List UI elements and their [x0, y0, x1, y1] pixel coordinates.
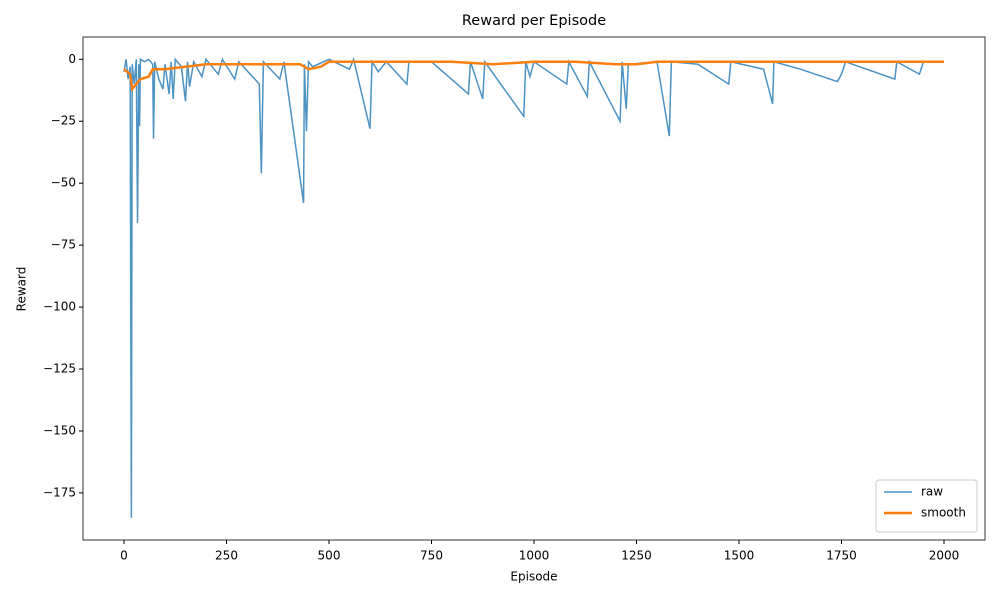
y-tick-label: −50	[51, 176, 76, 190]
plot-frame	[82, 36, 986, 541]
chart-title: Reward per Episode	[462, 13, 606, 29]
y-tick-label: −100	[43, 300, 76, 314]
y-tick-label: −150	[43, 423, 76, 437]
y-tick-label: −125	[43, 362, 76, 376]
y-tick-label: −75	[51, 238, 76, 252]
x-tick-label: 1000	[519, 549, 550, 563]
y-tick-label: −25	[51, 114, 76, 128]
x-tick-label: 2000	[929, 549, 960, 563]
x-tick-label: 500	[318, 549, 341, 563]
x-tick-label: 1500	[724, 549, 755, 563]
y-axis-label: Reward	[15, 267, 29, 312]
legend-box	[875, 479, 978, 533]
y-tick-label: 0	[68, 52, 76, 66]
series-line	[123, 60, 944, 93]
x-tick-label: 250	[215, 549, 238, 563]
series-line	[123, 56, 944, 518]
x-tick-label: 0	[120, 549, 128, 563]
legend-label: smooth	[921, 506, 966, 520]
x-tick-label: 750	[420, 549, 443, 563]
x-tick-label: 1250	[621, 549, 652, 563]
legend-label: raw	[921, 485, 943, 499]
x-tick-label: 1750	[826, 549, 857, 563]
y-tick-label: −175	[43, 485, 76, 499]
x-axis-label: Episode	[510, 570, 557, 584]
